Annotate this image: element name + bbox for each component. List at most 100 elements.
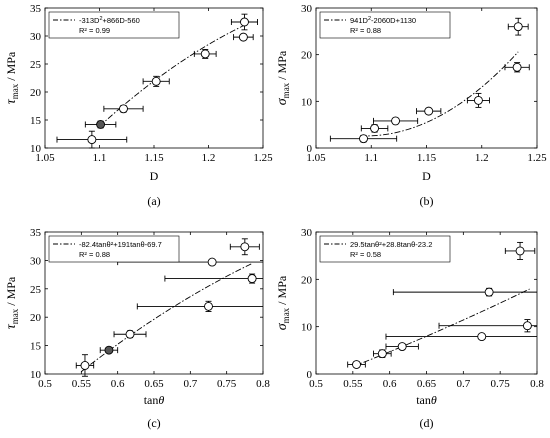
chart-2-marker <box>512 62 522 72</box>
chart-2-data-point <box>329 134 398 144</box>
chart-3-marker <box>125 329 135 339</box>
chart-1-x-axis-label: D <box>150 169 159 183</box>
chart-1-data-point <box>230 13 258 31</box>
chart-3-marker <box>80 361 90 370</box>
chart-4-x-tick-label: 0.6 <box>383 378 397 390</box>
chart-4-y-tick-label: 0 <box>307 369 313 381</box>
chart-2-legend-r2: R² = 0.88 <box>350 26 381 35</box>
chart-3-legend-equation: -82.4tanθ²+191tanθ-69.7 <box>79 240 162 249</box>
chart-3-x-tick-label: 0.8 <box>256 378 270 390</box>
chart-1-panel-label: (a) <box>147 194 160 208</box>
chart-3-x-axis-label: tanθ <box>144 393 165 407</box>
chart-2-marker <box>391 116 401 126</box>
chart-4-x-tick-label: 0.8 <box>530 378 544 390</box>
chart-1-x-tick-label: 1.15 <box>144 152 164 164</box>
chart-4-marker <box>397 342 407 351</box>
chart-4-data-point <box>385 332 537 342</box>
chart-4-data-point <box>392 287 537 297</box>
chart-2-x-tick-label: 1.25 <box>527 152 547 164</box>
chart-1-y-tick-label: 10 <box>30 143 42 155</box>
chart-3-panel-label: (c) <box>147 416 160 430</box>
chart-3-legend-box <box>48 235 180 263</box>
chart-3-marker <box>207 257 217 267</box>
chart-1-marker <box>119 104 128 114</box>
chart-1-data-point <box>84 120 117 129</box>
chart-4-x-tick-label: 0.7 <box>456 378 470 390</box>
chart-3-x-tick-label: 0.75 <box>217 378 237 390</box>
chart-3-y-tick-label: 30 <box>30 255 42 267</box>
chart-3-data-point <box>75 354 95 377</box>
chart-3-marker <box>204 301 213 311</box>
chart-4-y-axis-label: σmax / MPa <box>275 275 291 330</box>
chart-2-x-axis-label: D <box>422 169 431 183</box>
chart-4-legend: 29.5tanθ²+28.8tanθ-23.2R² = 0.58 <box>319 235 451 263</box>
chart-1-y-tick-label: 35 <box>30 3 42 15</box>
chart-4-y-tick-label: 30 <box>301 227 313 239</box>
chart-2-x-tick-label: 1.15 <box>417 152 437 164</box>
chart-4-x-tick-label: 0.5 <box>309 378 323 390</box>
chart-3-legend: -82.4tanθ²+191tanθ-69.7R² = 0.88 <box>48 235 180 263</box>
chart-3-y-axis-label: τmax / MPa <box>4 276 20 329</box>
chart-4-data-point <box>347 360 366 369</box>
chart-4-x-axis-label: tanθ <box>416 393 437 407</box>
chart-4-marker <box>515 246 525 256</box>
chart-3-marker <box>240 242 250 252</box>
chart-2-x-tick-label: 1.2 <box>475 152 489 164</box>
chart-1-y-tick-label: 25 <box>30 59 42 71</box>
chart-3-fit-line <box>81 263 253 372</box>
chart-2-marker <box>359 134 368 144</box>
chart-3-data-point <box>229 238 260 256</box>
chart-3-data-point <box>113 329 147 339</box>
chart-panel-3: 0.5 0.55 0.6 0.65 0.7 0.75 0.8 10 15 20 25 30 35 tanθ… <box>4 227 270 430</box>
chart-2-marker <box>370 123 380 133</box>
chart-2-y-tick-label: 30 <box>301 3 313 15</box>
chart-2-fit-line <box>360 51 519 137</box>
chart-3-marker <box>104 345 114 355</box>
chart-2-panel-label: (b) <box>420 194 434 208</box>
chart-4-y-tick-label: 10 <box>301 322 313 334</box>
chart-1-data-point <box>233 32 254 42</box>
chart-2-legend-box <box>319 11 451 39</box>
chart-4-data-point <box>385 342 419 351</box>
chart-3-y-tick-label: 35 <box>30 227 42 239</box>
chart-4-data-point <box>438 319 537 333</box>
chart-1-x-tick-label: 1.05 <box>35 152 55 164</box>
chart-1-y-tick-label: 15 <box>30 115 42 127</box>
chart-3-y-tick-label: 10 <box>30 369 42 381</box>
chart-1-data-point <box>142 75 170 87</box>
chart-2-data-point <box>416 106 442 116</box>
chart-3-x-tick-label: 0.7 <box>183 378 197 390</box>
chart-3-legend-r2: R² = 0.88 <box>79 250 110 259</box>
chart-2-data-point <box>504 62 530 73</box>
chart-2-x-tick-label: 1.1 <box>364 152 378 164</box>
chart-1-y-axis-label: τmax / MPa <box>4 51 20 104</box>
chart-2-marker <box>513 22 523 32</box>
chart-2-y-tick-label: 20 <box>301 50 313 62</box>
chart-4-marker <box>352 360 361 369</box>
chart-4-legend-equation: 29.5tanθ²+28.8tanθ-23.2 <box>350 240 432 249</box>
chart-4-x-tick-label: 0.65 <box>417 378 437 390</box>
chart-3-x-tick-label: 0.6 <box>111 378 125 390</box>
chart-3-data-point <box>136 300 263 312</box>
chart-3-y-tick-label: 20 <box>30 312 42 324</box>
chart-2-y-axis-label: σmax / MPa <box>275 50 291 105</box>
chart-2-y-tick-label: 10 <box>301 96 313 108</box>
chart-1-x-tick-label: 1.2 <box>202 152 216 164</box>
chart-1-fit-line <box>99 23 247 127</box>
chart-3-y-tick-label: 15 <box>30 341 42 353</box>
chart-4-marker <box>477 332 487 342</box>
chart-2-marker <box>424 106 434 116</box>
chart-2-x-tick-label: 1.05 <box>306 152 326 164</box>
chart-2-legend-equation: 941D2-2060D+1130 <box>350 16 416 25</box>
chart-3-y-tick-label: 25 <box>30 284 42 296</box>
chart-1-data-point <box>56 130 128 149</box>
chart-3-data-point <box>99 345 119 355</box>
chart-1-marker <box>200 49 210 59</box>
chart-4-data-point <box>373 349 392 359</box>
chart-1-x-tick-label: 1.25 <box>253 152 273 164</box>
chart-1-y-tick-label: 30 <box>30 31 42 43</box>
